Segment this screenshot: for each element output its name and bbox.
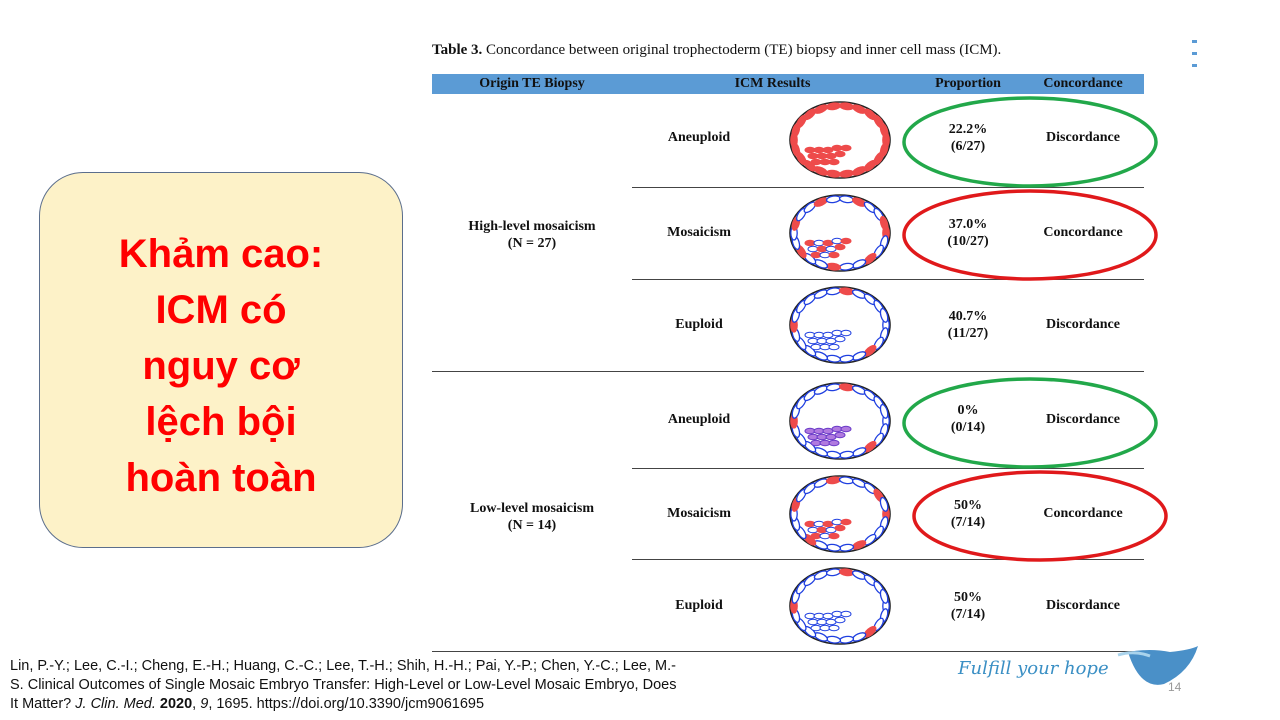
header-icm-results: ICM Results [734,76,811,91]
group-label-low-level: Low-level mosaicism (N = 14) [432,500,632,534]
page-number: 14 [1168,680,1182,694]
highlight-rings [902,96,1168,562]
proportion-percent: 50% [954,590,982,605]
citation-journal: J. Clin. Med. [75,696,156,712]
callout-line: ICM có [155,288,287,332]
slogan: Fulfill your hope [958,658,1109,679]
callout-line: Khảm cao: [118,232,324,276]
table-caption-label: Table 3. [432,42,483,58]
embryo-diagram [789,567,891,645]
callout-line: hoàn toàn [125,456,317,500]
callout-line: nguy cơ [142,344,300,388]
icm-result-label: Euploid [675,317,723,332]
group-label-high-level: High-level mosaicism (N = 27) [432,218,632,252]
proportion-percent: 40.7% [948,309,988,324]
row-divider [632,279,1144,280]
embryo-diagram [789,475,891,553]
proportion-percent: 0% [957,403,979,418]
concordance-cell: Discordance [1046,317,1120,332]
edge-mark [1192,64,1197,67]
header-origin-te-biopsy: Origin TE Biopsy [479,76,585,91]
embryo-diagram [789,101,891,179]
group-divider [432,371,1144,372]
concordance-cell: Concordance [1043,225,1123,240]
group-count: (N = 27) [507,236,557,251]
group-name: High-level mosaicism [468,219,596,234]
proportion-cell: 40.7% (11/27) [916,308,1020,342]
citation: Lin, P.-Y.; Lee, C.-I.; Cheng, E.-H.; Hu… [10,657,790,714]
table-header-bar [432,74,1144,94]
citation-year: 2020 [159,696,193,712]
icm-result-label: Mosaicism [667,506,731,521]
proportion-count: (7/14) [950,607,986,622]
icm-result-label: Aneuploid [667,412,731,427]
row-divider [632,468,1144,469]
proportion-percent: 22.2% [948,122,988,137]
callout-line: lệch bội [145,400,297,444]
green-highlight-ring [902,377,1158,469]
embryo-diagram [789,194,891,272]
icm-result-label: Aneuploid [667,130,731,145]
table-bottom-line [432,651,1144,652]
row-divider [632,187,1144,188]
icm-result-label: Euploid [675,598,723,613]
table-caption-text: Concordance between original trophectode… [482,42,1002,58]
proportion-cell: 50% (7/14) [916,589,1020,623]
red-highlight-ring [902,189,1158,281]
edge-mark [1192,40,1197,43]
proportion-percent: 50% [954,498,982,513]
citation-volume: 9 [200,696,209,712]
citation-doi: , 1695. https://doi.org/10.3390/jcm90616… [208,696,485,712]
row-divider [632,559,1144,560]
header-concordance: Concordance [1043,76,1123,91]
embryo-diagram [789,382,891,460]
concordance-cell: Concordance [1043,506,1123,521]
citation-text: It Matter? [10,696,76,712]
citation-line: Lin, P.-Y.; Lee, C.-I.; Cheng, E.-H.; Hu… [10,658,676,674]
concordance-cell: Discordance [1046,130,1120,145]
citation-line: It Matter? J. Clin. Med. 2020, 9, 1695. … [10,696,485,712]
proportion-percent: 37.0% [948,217,988,232]
red-highlight-ring [912,470,1168,562]
embryo-diagrams [789,101,891,645]
callout-text: Khảm cao: ICM có nguy cơ lệch bội hoàn t… [39,226,403,506]
concordance-cell: Discordance [1046,412,1120,427]
group-name: Low-level mosaicism [469,501,595,516]
callout-box [39,172,403,548]
proportion-cell: 22.2% (6/27) [916,121,1020,155]
embryo-diagram [789,286,891,364]
icm-result-label: Mosaicism [667,225,731,240]
proportion-count: (7/14) [950,515,986,530]
proportion-cell: 0% (0/14) [916,402,1020,436]
concordance-cell: Discordance [1046,598,1120,613]
edge-mark [1192,52,1197,55]
proportion-count: (0/14) [950,420,986,435]
header-proportion: Proportion [935,76,1001,91]
proportion-count: (6/27) [950,139,986,154]
green-highlight-ring [902,96,1158,188]
group-count: (N = 14) [507,518,557,533]
proportion-count: (10/27) [947,234,989,249]
logo-swoosh-icon [1117,651,1151,658]
proportion-cell: 37.0% (10/27) [916,216,1020,250]
proportion-cell: 50% (7/14) [916,497,1020,531]
table-caption: Table 3. Concordance between original tr… [432,42,1152,59]
citation-line: S. Clinical Outcomes of Single Mosaic Em… [10,677,677,693]
proportion-count: (11/27) [947,326,989,341]
